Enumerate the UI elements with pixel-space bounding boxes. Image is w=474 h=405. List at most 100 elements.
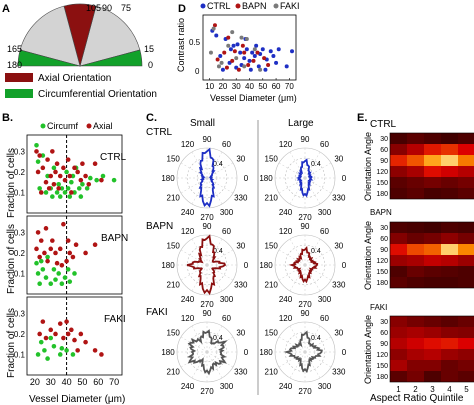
- b-point-faki-axial: [48, 327, 54, 333]
- b-legend-axial: Axial: [93, 121, 113, 131]
- e-cell-faki: [407, 371, 424, 382]
- b-ylabel-bapn: Fraction of cells: [6, 224, 17, 294]
- d-point-ctrl: [244, 47, 249, 52]
- e-cell-faki: [424, 327, 441, 338]
- d-legend-marker-ctrl: [200, 3, 206, 9]
- c-grid-spoke-faki-small: [206, 336, 234, 353]
- b-ylabel-faki: Fraction of cells: [6, 308, 17, 378]
- b-group-faki: FAKI: [104, 314, 126, 325]
- e-ytick-ctrl: 150: [376, 180, 388, 187]
- c-angle-label-ctrl-large: 150: [265, 155, 279, 164]
- c-grid-spoke-bapn-large: [289, 238, 306, 266]
- c-angle-label-faki-small: 60: [222, 314, 231, 323]
- b-point-ctrl-axial: [57, 173, 63, 179]
- c-grid-spoke-faki-large: [304, 336, 332, 353]
- b-point-bapn-circumf: [56, 271, 61, 276]
- e-cell-bapn: [458, 233, 474, 244]
- a-tick-105: 105: [86, 3, 101, 13]
- d-point-bapn: [251, 58, 256, 63]
- b-point-ctrl-axial: [92, 161, 98, 167]
- c-grid-spoke-faki-small: [206, 325, 223, 353]
- e-ytick-faki: 120: [376, 352, 388, 359]
- panel-a-semicircle: [17, 3, 143, 68]
- b-point-ctrl-axial: [37, 153, 42, 158]
- b-point-faki-axial: [65, 331, 71, 337]
- b-plot-area: 0.3 0.2 0.1 0.3 0.2 0.1 0.3 0.2 0.1 20 30 40 50 60 70: [14, 134, 123, 387]
- d-point-faki: [211, 26, 216, 31]
- b-point-bapn-axial: [92, 242, 98, 248]
- b-point-ctrl-circumf: [76, 186, 82, 191]
- b-xtick: 50: [77, 377, 87, 387]
- e-cell-bapn: [424, 233, 441, 244]
- b-point-ctrl-axial: [75, 169, 80, 175]
- d-point-bapn: [262, 56, 267, 61]
- c-angle-label-ctrl-small: 0: [244, 174, 249, 183]
- legend-swatch-circumferential: [5, 89, 33, 98]
- b-point-ctrl-circumf: [65, 186, 71, 191]
- e-cell-ctrl: [390, 166, 407, 177]
- d-legend-marker-bapn: [235, 3, 241, 9]
- e-cell-bapn: [407, 266, 424, 277]
- d-legend-faki: FAKI: [280, 1, 300, 11]
- e-cell-bapn: [407, 255, 424, 266]
- e-cell-faki: [441, 338, 458, 349]
- e-cell-bapn: [390, 266, 407, 277]
- b-point-bapn-circumf: [51, 267, 57, 272]
- e-cell-ctrl: [458, 166, 474, 177]
- b-point-bapn-axial: [57, 246, 63, 252]
- d-point-faki: [252, 47, 257, 52]
- b-point-bapn-axial: [64, 258, 69, 264]
- d-point-ctrl: [214, 33, 219, 38]
- c-grid-spoke-bapn-small: [206, 249, 234, 266]
- b-point-ctrl-circumf: [70, 173, 76, 179]
- c-grid-spoke-bapn-large: [278, 249, 306, 266]
- d-point-ctrl: [235, 42, 240, 47]
- c-grid-spoke-faki-large: [289, 325, 306, 353]
- c-radial-label-faki-large: 0.4: [311, 335, 321, 342]
- c-grid-spoke-faki-large: [289, 351, 306, 379]
- d-xtick-label: 40: [245, 82, 254, 91]
- a-wedge-neutral-left: [19, 5, 81, 67]
- c-angle-label-ctrl-small: 270: [200, 213, 214, 222]
- e-cell-ctrl: [407, 144, 424, 155]
- c-radial-label-ctrl-large: 0.4: [311, 161, 321, 168]
- c-angle-label-ctrl-large: 210: [265, 194, 279, 203]
- b-point-ctrl-circumf: [64, 169, 69, 175]
- b-point-ctrl-axial: [61, 165, 66, 171]
- e-cell-faki: [424, 349, 441, 360]
- d-point-ctrl: [274, 60, 279, 65]
- e-cell-faki: [441, 316, 458, 327]
- c-angle-label-faki-small: 180: [161, 348, 175, 357]
- e-ytick-ctrl: 60: [380, 147, 388, 154]
- e-ytick-bapn: 180: [376, 280, 388, 287]
- c-angle-label-bapn-small: 120: [181, 227, 195, 236]
- c-row-bapn: BAPN: [146, 221, 173, 232]
- e-cell-ctrl: [458, 144, 474, 155]
- legend-label-axial: Axial Orientation: [38, 73, 111, 84]
- e-cell-faki: [458, 371, 474, 382]
- b-point-ctrl-axial: [35, 169, 41, 175]
- b-group-ctrl: CTRL: [100, 152, 127, 163]
- d-point-ctrl: [231, 43, 236, 48]
- e-cell-ctrl: [424, 144, 441, 155]
- b-point-faki-circumf: [35, 352, 41, 357]
- b-point-ctrl-axial: [80, 161, 85, 167]
- d-point-faki: [208, 50, 213, 55]
- b-point-faki-axial: [92, 348, 98, 353]
- b-point-bapn-circumf: [37, 281, 42, 287]
- e-cell-bapn: [441, 233, 458, 244]
- d-point-ctrl: [263, 67, 268, 72]
- d-point-bapn: [246, 62, 251, 67]
- b-point-ctrl-circumf: [51, 165, 57, 171]
- e-frame-faki: [389, 315, 474, 383]
- c-grid-spoke-ctrl-large: [304, 151, 321, 179]
- c-grid-spoke-faki-large: [304, 325, 321, 353]
- e-cell-faki: [424, 316, 441, 327]
- e-ytick-ctrl: 90: [380, 158, 388, 165]
- e-ytick-ctrl: 180: [376, 191, 388, 198]
- c-grid-spoke-ctrl-small: [206, 151, 223, 179]
- e-cell-ctrl: [441, 144, 458, 155]
- e-ylabel-faki: Orientation Angle: [363, 315, 373, 384]
- c-grid-spoke-ctrl-small: [191, 151, 208, 179]
